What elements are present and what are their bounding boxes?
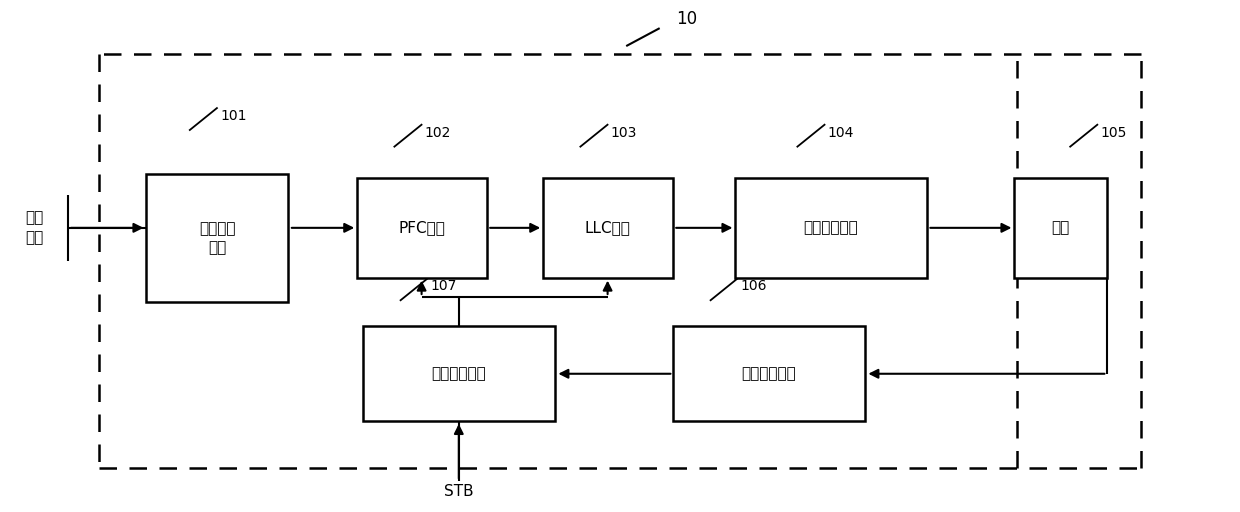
Bar xyxy=(672,327,866,421)
Text: 105: 105 xyxy=(1101,125,1127,139)
Text: 电压转换电路: 电压转换电路 xyxy=(804,220,858,236)
Bar xyxy=(362,327,556,421)
Bar xyxy=(146,174,288,302)
Bar xyxy=(734,178,928,278)
Text: 滤波整流
电路: 滤波整流 电路 xyxy=(198,221,236,255)
Text: 106: 106 xyxy=(742,279,768,293)
Bar xyxy=(543,178,672,278)
Text: 101: 101 xyxy=(221,109,247,123)
Bar xyxy=(357,178,486,278)
Text: 102: 102 xyxy=(425,125,451,139)
Text: 交流
输入: 交流 输入 xyxy=(26,210,43,245)
Text: STB: STB xyxy=(444,484,474,499)
Text: 103: 103 xyxy=(611,125,637,139)
Text: 负载检测电路: 负载检测电路 xyxy=(742,366,796,381)
Text: 104: 104 xyxy=(828,125,854,139)
Text: 待机控制电路: 待机控制电路 xyxy=(432,366,486,381)
Text: PFC电路: PFC电路 xyxy=(398,220,445,236)
Text: 107: 107 xyxy=(432,279,458,293)
Text: 负载: 负载 xyxy=(1052,220,1069,236)
Bar xyxy=(1014,178,1107,278)
Text: 10: 10 xyxy=(676,10,697,28)
Text: LLC电路: LLC电路 xyxy=(585,220,630,236)
